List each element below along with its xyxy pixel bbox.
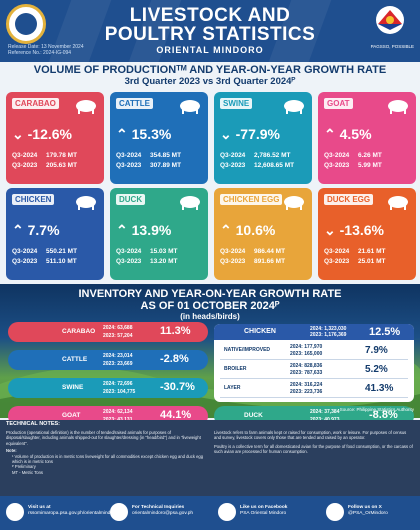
inventory-row-swine: SWINE 2024: 72,696 2023: 104,775 -30.7%	[8, 378, 208, 398]
q2023-value: Q3-2023 205.63 MT	[12, 162, 78, 169]
q2023-value: Q3-2023 13.20 MT	[116, 258, 178, 265]
card-label: DUCK EGG	[324, 194, 374, 205]
card-label: CHICKEN	[12, 194, 55, 205]
inventory-label: SWINE	[62, 384, 84, 391]
q2023-value: Q3-2023 25.01 MT	[324, 258, 386, 265]
production-heading: VOLUME OF PRODUCTIONᵀᴹ AND YEAR-ON-YEAR …	[33, 64, 387, 87]
inventory-rate: 11.3%	[160, 325, 191, 337]
growth-rate: ⌃ 13.9%	[116, 222, 172, 238]
card-label: CARABAO	[12, 98, 59, 109]
q2024-value: Q3-2024 179.78 MT	[12, 152, 78, 159]
technical-notes: TECHNICAL NOTES: Production (operational…	[0, 420, 420, 496]
tech-note-item: ¹ Volume of production is in metric tons…	[12, 453, 204, 465]
animal-icon	[180, 100, 200, 114]
chicken-inventory-label: CHICKEN	[244, 328, 276, 335]
chicken-sub-native-improved: NATIVE/IMPROVED 2024: 177,970 2023: 165,00…	[220, 343, 408, 360]
animal-icon	[76, 196, 96, 210]
card-chicken-egg: CHICKEN EGG ⌃ 10.6% Q3-2024 986.44 MT Q3-202…	[214, 188, 312, 280]
inventory-row-cattle: CATTLE 2024: 23,014 2023: 23,669 -2.8%	[8, 350, 208, 370]
card-cattle: CATTLE ⌃ 15.3% Q3-2024 354.85 MT Q3-2023 307.…	[110, 92, 208, 184]
chicken-2023: 1,176,369	[324, 332, 347, 338]
card-goat: GOAT ⌃ 4.5% Q3-2024 6.26 MT Q3-2023 5.99 MT	[318, 92, 416, 184]
inventory-unit: (in heads/birds)	[180, 312, 240, 321]
q2024-value: Q3-2024 550.21 MT	[12, 248, 78, 255]
footer-website[interactable]: Visit us at rssomimaropa.psa.gov.ph/orien…	[6, 502, 117, 524]
card-chicken: CHICKEN ⌃ 7.7% Q3-2024 550.21 MT Q3-2023 511.…	[6, 188, 104, 280]
animal-icon	[76, 100, 96, 114]
q2023-value: Q3-2023 307.89 MT	[116, 162, 182, 169]
tech-note-item: MT - Metric Tons	[12, 469, 44, 475]
q2023-value: Q3-2023 5.99 MT	[324, 162, 382, 169]
chicken-sub-broiler: BROILER 2024: 828,836 2023: 787,633 5.2%	[220, 362, 408, 379]
growth-rate: ⌃ 4.5%	[324, 126, 372, 142]
animal-icon	[284, 100, 304, 114]
province-subtitle: ORIENTAL MINDORO	[156, 45, 264, 55]
inventory-label: GOAT	[62, 412, 81, 419]
x-icon	[326, 503, 344, 521]
page-title: LIVESTOCK AND POULTRY STATISTICS	[104, 5, 316, 45]
inventory-title: INVENTORY AND YEAR-ON-YEAR GROWTH RATE A…	[78, 288, 342, 312]
tech-note-item: ᴾ Preliminary	[12, 464, 36, 470]
card-label: CATTLE	[116, 98, 153, 109]
q2023-value: Q3-2023 891.66 MT	[220, 258, 286, 265]
bagong-pilipinas-logo	[376, 6, 404, 34]
chicken-sub-layer: LAYER 2024: 316,224 2023: 223,736 41.3%	[220, 381, 408, 398]
inventory-label: CATTLE	[62, 356, 88, 363]
card-carabao: CARABAO ⌄ -12.6% Q3-2024 179.78 MT Q3-2023 20…	[6, 92, 104, 184]
card-label: CHICKEN EGG	[220, 194, 283, 205]
q2024-value: Q3-2024 986.44 MT	[220, 248, 286, 255]
card-label: SWINE	[220, 98, 253, 109]
growth-rate: ⌃ 10.6%	[220, 222, 276, 238]
card-label: GOAT	[324, 98, 353, 109]
card-label: DUCK	[116, 194, 146, 205]
card-duck-egg: DUCK EGG ⌄ -13.6% Q3-2024 21.61 MT Q3-2023 25…	[318, 188, 416, 280]
animal-icon	[284, 196, 304, 210]
source-note: Source: Philippine Statistics Authority	[339, 407, 414, 412]
animal-icon	[388, 196, 408, 210]
growth-rate: ⌄ -12.6%	[12, 126, 72, 142]
inventory-rate: 44.1%	[160, 409, 192, 421]
animal-icon	[180, 196, 200, 210]
inventory-row-carabao: CARABAO 2024: 63,688 2023: 57,204 11.3%	[8, 322, 208, 342]
globe-icon	[6, 503, 24, 521]
footer-x[interactable]: Follow us on X @PSA_OrMindoro	[326, 502, 416, 524]
growth-rate: ⌄ -77.9%	[220, 126, 280, 142]
mail-icon	[110, 503, 128, 521]
chicken-2024: 1,323,030	[324, 326, 347, 332]
q2024-value: Q3-2024 2,786.52 MT	[220, 152, 291, 159]
q2024-value: Q3-2024 21.61 MT	[324, 248, 386, 255]
header-banner: LIVESTOCK AND POULTRY STATISTICS ORIENTA…	[0, 0, 420, 62]
inventory-label: CARABAO	[62, 328, 96, 335]
chicken-inventory-rate: 12.5%	[369, 326, 401, 338]
animal-icon	[388, 100, 408, 114]
release-info: Release Date: 13 November 2024 Reference…	[8, 44, 84, 56]
card-swine: SWINE ⌄ -77.9% Q3-2024 2,786.52 MT Q3-2023 12…	[214, 92, 312, 184]
footer-email[interactable]: For Technical Inquiries orientalmindoro@p…	[110, 502, 210, 524]
q2024-value: Q3-2024 15.03 MT	[116, 248, 178, 255]
q2023-value: Q3-2023 12,608.65 MT	[220, 162, 295, 169]
psa-logo	[6, 4, 46, 44]
growth-rate: ⌃ 7.7%	[12, 222, 60, 238]
q2023-value: Q3-2023 511.10 MT	[12, 258, 77, 265]
footer: Visit us at rssomimaropa.psa.gov.ph/orien…	[0, 496, 420, 530]
card-duck: DUCK ⌃ 13.9% Q3-2024 15.03 MT Q3-2023 13.20 M…	[110, 188, 208, 280]
chicken-inventory-panel: CHICKEN 2024: 1,323,030 2023: 1,176,369 …	[214, 324, 414, 402]
growth-rate: ⌄ -13.6%	[324, 222, 384, 238]
inventory-rate: -30.7%	[160, 381, 195, 393]
q2024-value: Q3-2024 6.26 MT	[324, 152, 382, 159]
facebook-icon	[218, 503, 236, 521]
bagong-pilipinas-label: PAGSSO, POSSIBLE	[370, 44, 414, 49]
q2024-value: Q3-2024 354.85 MT	[116, 152, 182, 159]
inventory-rate: -2.8%	[160, 353, 189, 365]
growth-rate: ⌃ 15.3%	[116, 126, 172, 142]
footer-facebook[interactable]: Like us on Facebook PSA Oriental Mindoro	[218, 502, 318, 524]
